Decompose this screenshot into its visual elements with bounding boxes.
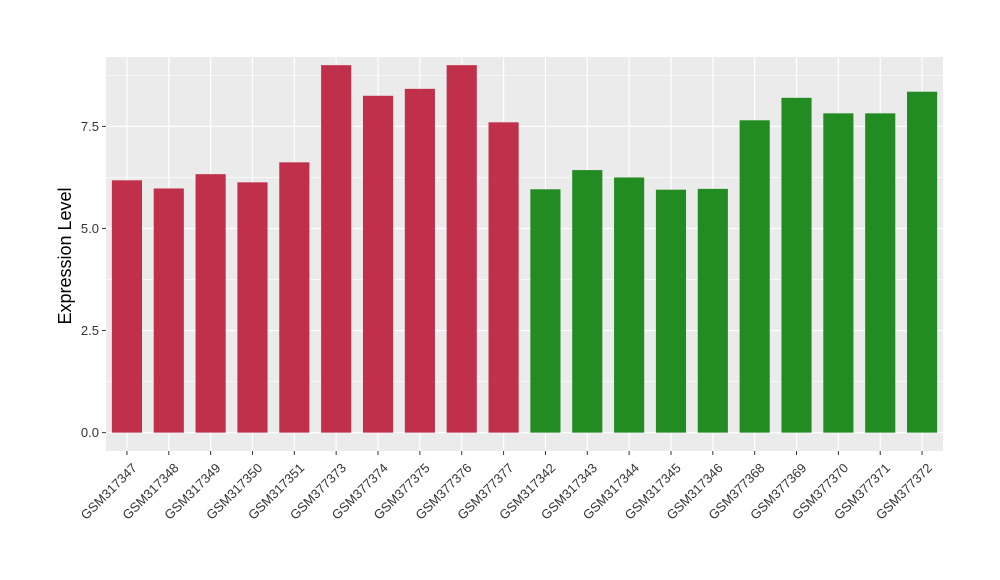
bar-GSM317351 <box>279 162 310 433</box>
bar-GSM317342 <box>530 189 561 433</box>
y-tick-label: 7.5 <box>81 119 99 134</box>
bar-GSM317347 <box>111 180 142 433</box>
bar-GSM317349 <box>195 174 226 433</box>
bar-GSM377374 <box>362 95 394 433</box>
bars <box>111 65 938 433</box>
bar-GSM377371 <box>865 113 896 433</box>
bar-GSM377373 <box>321 65 352 433</box>
bar-GSM317343 <box>572 170 603 433</box>
bar-GSM317345 <box>655 189 687 433</box>
y-axis: 0.0 2.5 5.0 7.5 <box>81 119 106 440</box>
bar-GSM377368 <box>739 120 770 433</box>
bar-GSM377377 <box>488 122 519 433</box>
y-tick-label: 0.0 <box>81 425 99 440</box>
bar-GSM377375 <box>404 88 435 433</box>
bar-GSM377370 <box>823 113 854 433</box>
bar-GSM317350 <box>237 182 268 433</box>
bar-GSM377369 <box>781 97 812 433</box>
y-axis-title: Expression Level <box>55 187 75 324</box>
bar-GSM317346 <box>697 188 728 433</box>
bar-GSM317348 <box>153 188 184 433</box>
x-axis: GSM317347GSM317348GSM317349GSM317350GSM3… <box>78 451 935 523</box>
bar-GSM317344 <box>614 177 645 433</box>
plot-panel <box>106 57 943 451</box>
bar-GSM377376 <box>446 65 477 433</box>
bar-GSM377372 <box>907 91 938 433</box>
y-tick-label: 5.0 <box>81 221 99 236</box>
y-tick-label: 2.5 <box>81 323 99 338</box>
